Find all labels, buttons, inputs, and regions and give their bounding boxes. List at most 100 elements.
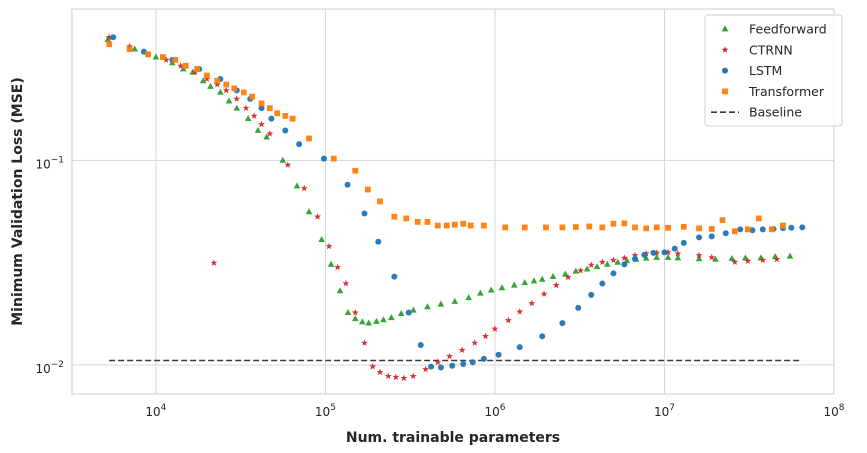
ctrnn-point [351,309,359,316]
plot-frame [71,8,835,395]
feedforward-point [131,45,139,52]
transformer-point [214,77,221,84]
feedforward-point [207,82,214,89]
transformer-point [330,155,337,162]
ctrnn-point [564,273,572,281]
feedforward-point [664,253,672,260]
ctrnn-point [631,251,639,259]
feedforward-point [424,303,431,310]
transformer-point [543,224,549,231]
feedforward-point [614,258,622,265]
transformer-point [160,54,166,60]
ctrnn-point [210,259,218,266]
ctrnn-point [598,258,606,266]
transformer-point [599,224,606,231]
lstm-point [641,251,648,258]
feedforward-point [437,300,445,307]
transformer-point [364,186,371,193]
ctrnn-point [516,308,524,315]
y-tick-label-exponent: −2 [51,360,64,370]
lstm-point [320,155,327,162]
x-axis-ticks: 104 105 106 107 108 [145,403,844,419]
x-tick-label-exponent: 8 [839,403,845,413]
x-tick-label-base: 10 [823,405,838,419]
ctrnn-point [409,372,417,380]
transformer-point [126,46,133,53]
ctrnn-point [434,358,442,366]
ctrnn-point [482,332,489,340]
x-tick-label-exponent: 7 [669,403,675,413]
feedforward-point [498,284,506,291]
x-tick-label-base: 10 [654,405,669,419]
ctrnn-point [577,267,585,274]
transformer-point [731,228,738,235]
legend-feedforward-icon [721,25,729,32]
ctrnn-point [540,290,548,297]
feedforward-point [674,254,682,261]
ctrnn-point [342,279,350,287]
feedforward-point [336,287,344,294]
lstm-point [539,333,546,340]
transformer-point [708,226,715,232]
ctrnn-point [266,130,274,137]
transformer-point [621,220,628,227]
transformer-point [443,222,450,229]
ctrnn-point [384,372,392,380]
lstm-point [258,105,265,112]
transformer-point [391,213,398,220]
feedforward-point [199,77,207,84]
ctrnn-point [325,242,333,250]
lstm-point [671,245,678,252]
x-tick-label: 104 [145,403,166,419]
data-points [104,33,806,382]
legend-box [704,14,843,127]
lstm-point [361,210,368,217]
ctrnn-point [653,249,661,256]
transformer-point [755,215,762,222]
feedforward-point [244,115,252,122]
transformer-point [194,66,200,72]
feedforward-point [217,88,224,95]
x-tick-label-exponent: 4 [161,403,167,413]
lstm-point [737,226,744,233]
ctrnn-point [203,75,211,82]
legend-label-transformer: Transformer [748,84,825,99]
lstm-point [428,363,435,370]
feedforward-point [410,306,417,313]
feedforward-point [549,273,557,280]
ctrnn-point [674,249,682,257]
ctrnn-point [610,256,617,264]
y-tick-label: 10−1 [35,155,64,171]
transformer-point [680,223,687,230]
ctrnn-point [695,251,703,259]
feedforward-point [465,294,472,301]
transformer-point [223,81,230,88]
lstm-point [391,273,398,280]
feedforward-point [530,277,538,284]
transformer-point [467,222,474,229]
ctrnn-point [664,248,672,256]
legend-lstm-icon [722,67,728,74]
x-axis-label: Num. trainable parameters [346,430,560,446]
series-ctrnn [105,33,781,382]
transformer-point [696,225,702,232]
feedforward-point [152,53,160,60]
feedforward-point [305,208,313,215]
feedforward-point [279,156,287,163]
transformer-point [249,93,256,100]
feedforward-point [327,260,335,267]
transformer-point [572,224,579,230]
transformer-point [502,224,509,231]
x-tick-label-base: 10 [315,405,330,419]
ctrnn-point [300,184,308,192]
series-lstm [110,34,806,371]
lstm-point [759,226,766,233]
feedforward-point [358,318,366,325]
transformer-point [204,72,210,79]
y-tick-label: 10−2 [35,360,64,376]
feedforward-point [254,126,262,133]
transformer-point [768,226,775,233]
feedforward-point [604,260,611,267]
lstm-point [708,233,715,240]
lstm-point [680,239,687,246]
